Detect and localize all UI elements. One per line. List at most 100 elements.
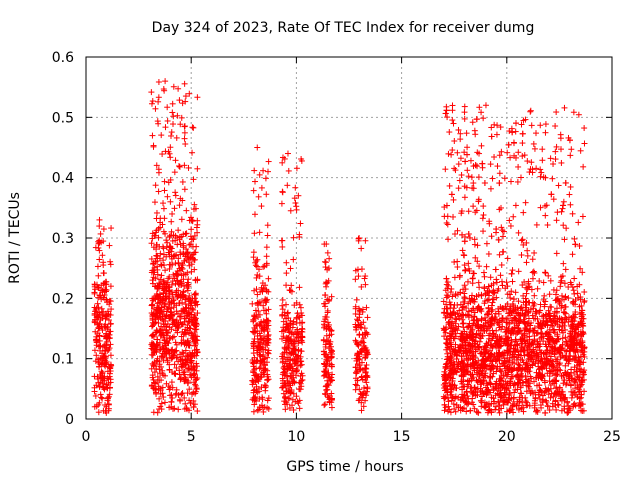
data-point [106, 391, 113, 398]
y-axis-label: ROTI / TECUs [7, 192, 23, 284]
data-point [479, 160, 486, 167]
data-point [153, 162, 160, 169]
data-point [524, 252, 531, 259]
data-point [166, 265, 173, 272]
data-point [559, 205, 566, 212]
data-point [149, 230, 156, 237]
data-point [186, 292, 193, 299]
data-point [328, 348, 335, 355]
data-point [160, 200, 167, 207]
data-point [446, 129, 453, 136]
data-point [98, 282, 105, 289]
data-point [177, 249, 184, 256]
data-point [567, 201, 574, 208]
data-point [251, 167, 258, 174]
data-point [364, 314, 371, 321]
data-point [465, 230, 472, 237]
data-point [558, 208, 565, 215]
data-point [154, 355, 161, 362]
data-point [279, 302, 286, 309]
data-point [181, 186, 188, 193]
data-point [97, 391, 104, 398]
data-point [152, 329, 159, 336]
data-point [523, 259, 530, 266]
data-point [171, 252, 178, 259]
data-point [442, 166, 449, 173]
data-point [102, 363, 109, 370]
data-point [454, 258, 461, 265]
data-point [97, 371, 104, 378]
data-point [539, 157, 546, 164]
data-point [169, 109, 176, 116]
data-point [91, 310, 98, 317]
data-point [98, 323, 105, 330]
data-point [461, 282, 468, 289]
data-point [169, 210, 176, 217]
data-point [531, 292, 538, 299]
data-point [179, 100, 186, 107]
data-point [287, 207, 294, 214]
data-point [529, 275, 536, 282]
data-point [553, 217, 560, 224]
data-point [100, 333, 107, 340]
data-point [322, 259, 329, 266]
data-point [293, 203, 300, 210]
data-point [474, 242, 481, 249]
data-point [93, 352, 100, 359]
data-point [258, 184, 265, 191]
data-point [95, 359, 102, 366]
data-point [508, 178, 515, 185]
data-point [260, 167, 267, 174]
data-point [154, 373, 161, 380]
data-point [444, 213, 451, 220]
data-point [251, 211, 258, 218]
data-point [185, 164, 192, 171]
data-point [106, 297, 113, 304]
data-point [94, 314, 101, 321]
data-point [149, 322, 156, 329]
data-point [562, 179, 569, 186]
data-point [491, 154, 498, 161]
data-point [480, 269, 487, 276]
data-point [284, 182, 291, 189]
data-point [517, 390, 524, 397]
x-tick-label: 20 [498, 429, 516, 445]
data-point [500, 233, 507, 240]
data-point [175, 281, 182, 288]
data-point [361, 325, 368, 332]
data-point [170, 83, 177, 90]
data-point [251, 335, 258, 342]
data-point [161, 87, 168, 94]
data-point [468, 174, 475, 181]
data-point [461, 109, 468, 116]
data-point [166, 233, 173, 240]
data-point [448, 191, 455, 198]
data-point [558, 159, 565, 166]
data-point [251, 230, 258, 237]
data-point [478, 142, 485, 149]
data-point [179, 178, 186, 185]
data-point [92, 358, 99, 365]
data-point [150, 376, 157, 383]
data-point [571, 275, 578, 282]
data-point [443, 275, 450, 282]
data-point [283, 301, 290, 308]
data-point [252, 178, 259, 185]
data-point [101, 347, 108, 354]
data-point [460, 286, 467, 293]
data-point [102, 402, 109, 409]
data-point [493, 279, 500, 286]
data-point [254, 144, 261, 151]
data-point [566, 191, 573, 198]
data-point [514, 178, 521, 185]
data-point [92, 328, 99, 335]
data-point [471, 236, 478, 243]
data-point [181, 129, 188, 136]
data-point [480, 115, 487, 122]
data-point [255, 193, 262, 200]
y-tick-label: 0.2 [52, 291, 74, 307]
data-point [498, 278, 505, 285]
data-point [519, 236, 526, 243]
data-point [185, 253, 192, 260]
data-point [174, 294, 181, 301]
